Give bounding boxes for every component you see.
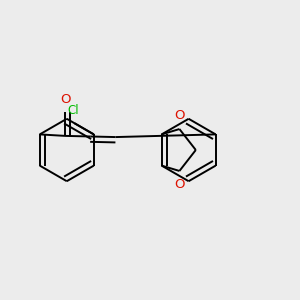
Text: Cl: Cl (67, 104, 79, 117)
Text: O: O (174, 178, 185, 191)
Text: O: O (174, 109, 185, 122)
Text: O: O (60, 93, 70, 106)
